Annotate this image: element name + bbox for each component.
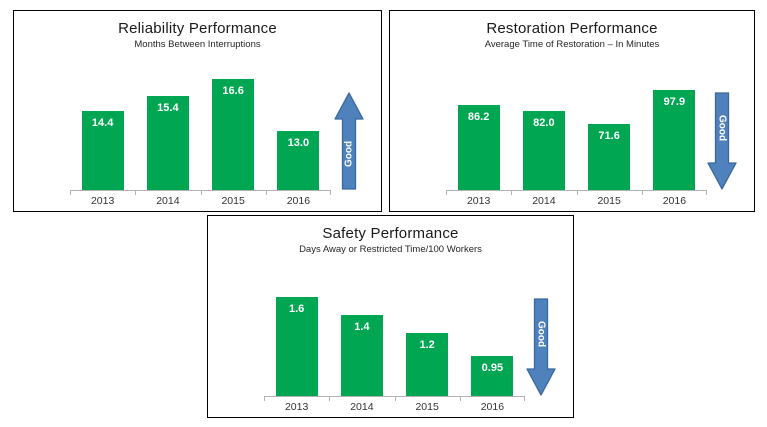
bar-slot: 86.2 <box>446 58 511 190</box>
axis-tick <box>641 191 643 195</box>
bar-slot: 0.95 <box>460 264 525 396</box>
x-axis-labels: 2013 2014 2015 2016 <box>70 195 331 207</box>
chart-subtitle: Average Time of Restoration – In Minutes <box>484 39 660 50</box>
bar-value-label: 14.4 <box>91 117 114 129</box>
chart-title: Safety Performance <box>322 225 459 242</box>
axis-tick <box>511 191 513 195</box>
bar-value-label: 71.6 <box>598 130 620 142</box>
bar-value-label: 82.0 <box>533 117 555 129</box>
bar: 97.9 <box>653 90 696 190</box>
bar: 86.2 <box>457 105 500 190</box>
chart-title: Restoration Performance <box>486 20 658 37</box>
axis-tick <box>70 191 71 195</box>
x-axis-tick-label: 2016 <box>662 195 687 207</box>
bar-value-label: 86.2 <box>467 111 490 123</box>
x-axis-tick-label: 2014 <box>532 195 556 207</box>
x-axis-tick-label: 2016 <box>286 195 311 207</box>
bar: 71.6 <box>588 124 631 190</box>
bar-value-label: 97.9 <box>663 96 686 108</box>
axis-tick <box>459 397 461 401</box>
restoration-chart-panel: Restoration Performance Average Time of … <box>389 10 755 212</box>
bar: 82.0 <box>522 111 565 190</box>
x-axis-tick-label: 2015 <box>221 195 245 207</box>
bar-value-label: 0.95 <box>481 362 504 374</box>
x-axis-tick-label: 2013 <box>284 401 309 413</box>
bar-slot: 97.9 <box>642 58 707 190</box>
bar-plot: 1.6 1.4 1.2 0.95 <box>264 264 525 401</box>
axis-tick <box>576 191 578 195</box>
bar-slot: 82.0 <box>511 58 576 190</box>
x-axis-tick-label: 2013 <box>90 195 115 207</box>
safety-chart-panel: Safety Performance Days Away or Restrict… <box>207 215 574 418</box>
x-axis-tick-label: 2013 <box>466 195 491 207</box>
bar-value-label: 16.6 <box>222 85 244 97</box>
bar-plot: 14.4 15.4 16.6 13.0 <box>70 58 331 195</box>
x-axis-tick-label: 2015 <box>597 195 621 207</box>
chart-subtitle: Days Away or Restricted Time/100 Workers <box>299 244 482 255</box>
bar-slot: 71.6 <box>577 58 642 190</box>
bar: 1.6 <box>275 297 318 396</box>
reliability-chart-panel: Reliability Performance Months Between I… <box>13 10 382 212</box>
bar-value-label: 13.0 <box>287 137 310 149</box>
axis-tick <box>330 191 331 195</box>
bar-slot: 1.4 <box>329 264 394 396</box>
x-axis-tick-label: 2015 <box>415 401 439 413</box>
bar-slot: 15.4 <box>135 58 200 190</box>
x-axis-tick-label: 2014 <box>350 401 374 413</box>
svg-text:Good: Good <box>536 321 547 347</box>
bar-slot: 1.2 <box>395 264 460 396</box>
axis-tick <box>264 397 265 401</box>
good-arrow-down-icon: Good <box>707 92 737 190</box>
x-axis-tick-label: 2016 <box>480 401 505 413</box>
bar-slot: 14.4 <box>70 58 135 190</box>
axis-tick <box>200 191 202 195</box>
bar-value-label: 1.6 <box>288 303 305 315</box>
bar-slot: 1.6 <box>264 264 329 396</box>
chart-subtitle: Months Between Interruptions <box>134 39 261 50</box>
bar-value-label: 1.2 <box>419 339 435 351</box>
bar: 16.6 <box>212 79 255 190</box>
axis-tick <box>524 397 525 401</box>
chart-title: Reliability Performance <box>118 20 277 37</box>
svg-text:Good: Good <box>344 141 355 167</box>
x-axis-line <box>446 190 707 191</box>
x-axis-tick-label: 2014 <box>156 195 180 207</box>
x-axis-labels: 2013 2014 2015 2016 <box>446 195 707 207</box>
bar: 1.2 <box>406 333 449 396</box>
bar-plot: 86.2 82.0 71.6 97.9 <box>446 58 707 195</box>
axis-tick <box>446 191 447 195</box>
x-axis-line <box>264 396 525 397</box>
bar: 15.4 <box>146 96 189 190</box>
axis-tick <box>265 191 267 195</box>
bar: 14.4 <box>81 111 124 190</box>
svg-text:Good: Good <box>717 115 728 141</box>
bar-value-label: 1.4 <box>354 321 370 333</box>
axis-tick <box>135 191 137 195</box>
bar-value-label: 15.4 <box>157 102 179 114</box>
bar: 1.4 <box>340 315 383 396</box>
good-arrow-up-icon: Good <box>334 92 364 190</box>
bar-slot: 16.6 <box>201 58 266 190</box>
bar: 0.95 <box>471 356 514 396</box>
x-axis-line <box>70 190 331 191</box>
axis-tick <box>394 397 396 401</box>
bar: 13.0 <box>277 131 320 190</box>
good-arrow-down-icon: Good <box>526 298 556 396</box>
x-axis-labels: 2013 2014 2015 2016 <box>264 401 525 413</box>
axis-tick <box>706 191 707 195</box>
bar-slot: 13.0 <box>266 58 331 190</box>
axis-tick <box>329 397 331 401</box>
